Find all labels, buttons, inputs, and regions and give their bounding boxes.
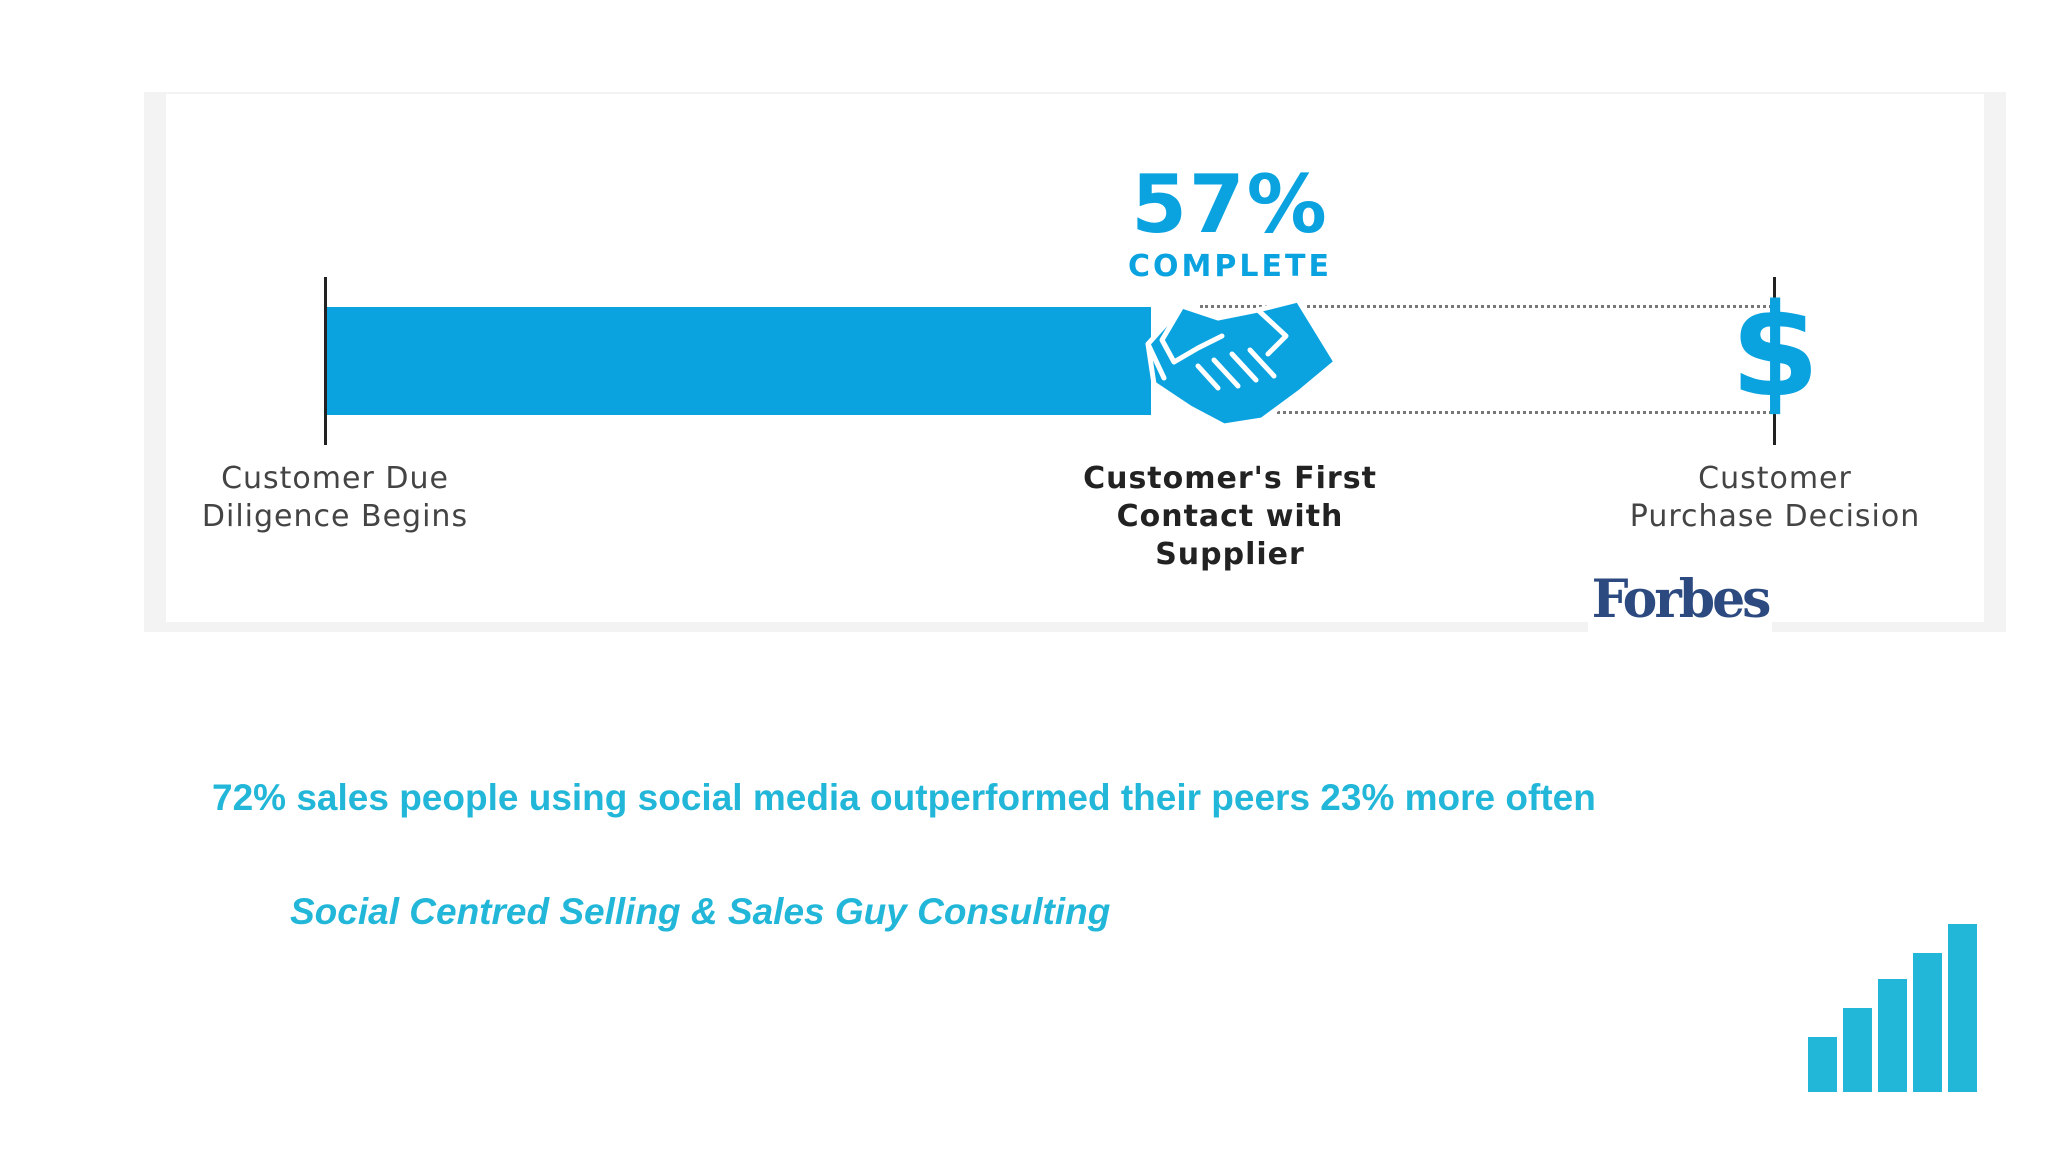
remaining-path-top bbox=[1200, 305, 1772, 308]
progress-bar-fill bbox=[326, 307, 1151, 415]
milestone-first-contact: Customer's First Contact with Supplier bbox=[1083, 461, 1377, 572]
logo-bar bbox=[1948, 924, 1977, 1092]
logo-bar bbox=[1913, 953, 1942, 1092]
bar-chart-icon bbox=[1808, 920, 1984, 1092]
start-tick bbox=[324, 277, 327, 445]
logo-bar bbox=[1843, 1008, 1872, 1092]
milestone-start: Customer Due Diligence Begins bbox=[201, 461, 469, 534]
handshake-icon bbox=[1145, 297, 1339, 426]
logo-bar bbox=[1878, 979, 1907, 1092]
remaining-path-bottom bbox=[1200, 411, 1772, 414]
stat-source: Social Centred Selling & Sales Guy Consu… bbox=[290, 891, 1111, 932]
forbes-logo: Forbes bbox=[1588, 568, 1772, 636]
logo-bar bbox=[1808, 1037, 1837, 1092]
decision-tick bbox=[1773, 277, 1776, 445]
percent-complete-value: 57% bbox=[1131, 158, 1329, 251]
milestone-purchase-decision: Customer Purchase Decision bbox=[1629, 461, 1921, 534]
percent-complete-label: COMPLETE bbox=[1128, 249, 1332, 284]
social-selling-stat: 72% sales people using social media outp… bbox=[212, 777, 1596, 818]
dollar-icon: $ bbox=[1730, 277, 1820, 426]
